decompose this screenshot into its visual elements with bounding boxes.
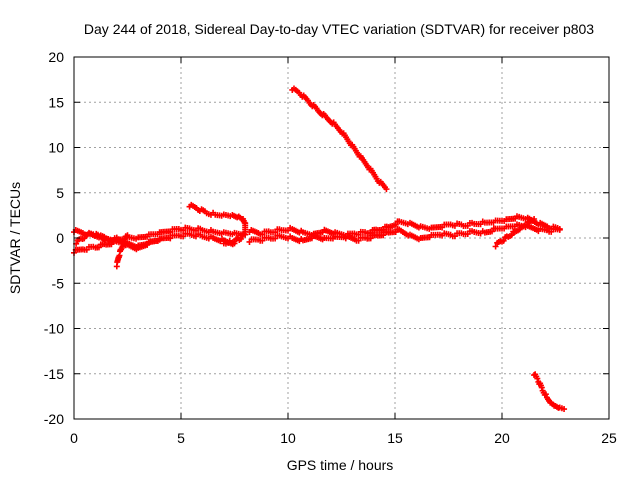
data-point	[561, 406, 568, 413]
y-tick-label: 0	[56, 230, 64, 246]
y-tick-label: -10	[44, 321, 64, 337]
x-axis-label: GPS time / hours	[287, 457, 394, 473]
data-point	[556, 226, 563, 233]
x-tick-label: 25	[601, 430, 617, 446]
y-tick-label: 5	[56, 185, 64, 201]
data-point	[81, 235, 88, 242]
series-arc-5	[186, 201, 249, 247]
data-point	[508, 232, 515, 239]
y-tick-label: -15	[44, 366, 64, 382]
y-tick-label: 15	[48, 94, 64, 110]
y-tick-label: 10	[48, 140, 64, 156]
series-arc-8	[492, 215, 538, 250]
series-arc-6	[246, 213, 563, 240]
data-point	[383, 186, 390, 193]
series-arc-7	[246, 221, 563, 245]
data-point	[500, 237, 507, 244]
data-point	[220, 240, 227, 247]
data-point	[538, 384, 545, 391]
data-point	[534, 375, 541, 382]
series-arc-3	[73, 230, 163, 253]
data-point	[124, 232, 131, 239]
data-point	[239, 232, 246, 239]
axis-ticks: 0 5 10 15 20 25 -20 -15 -10 -5 0 5 10 15 20	[44, 49, 617, 446]
series-arc-4	[113, 232, 131, 270]
grid	[74, 57, 609, 419]
chart-title: Day 244 of 2018, Sidereal Day-to-day VTE…	[84, 21, 594, 37]
x-tick-label: 10	[280, 430, 296, 446]
data-points	[71, 85, 568, 413]
data-point	[542, 391, 549, 398]
x-tick-label: 15	[387, 430, 403, 446]
data-point	[531, 215, 538, 222]
y-tick-label: -5	[52, 275, 65, 291]
x-tick-label: 5	[177, 430, 185, 446]
data-point	[489, 228, 496, 235]
y-tick-label: 20	[48, 49, 64, 65]
data-point	[156, 236, 163, 243]
series-arc-10	[531, 371, 568, 413]
series-arc-9	[289, 85, 390, 193]
y-axis-label: SDTVAR / TECUs	[7, 182, 23, 294]
data-point	[392, 221, 399, 228]
data-point	[492, 243, 499, 250]
x-tick-label: 20	[494, 430, 510, 446]
x-tick-label: 0	[70, 430, 78, 446]
y-tick-label: -20	[44, 411, 64, 427]
